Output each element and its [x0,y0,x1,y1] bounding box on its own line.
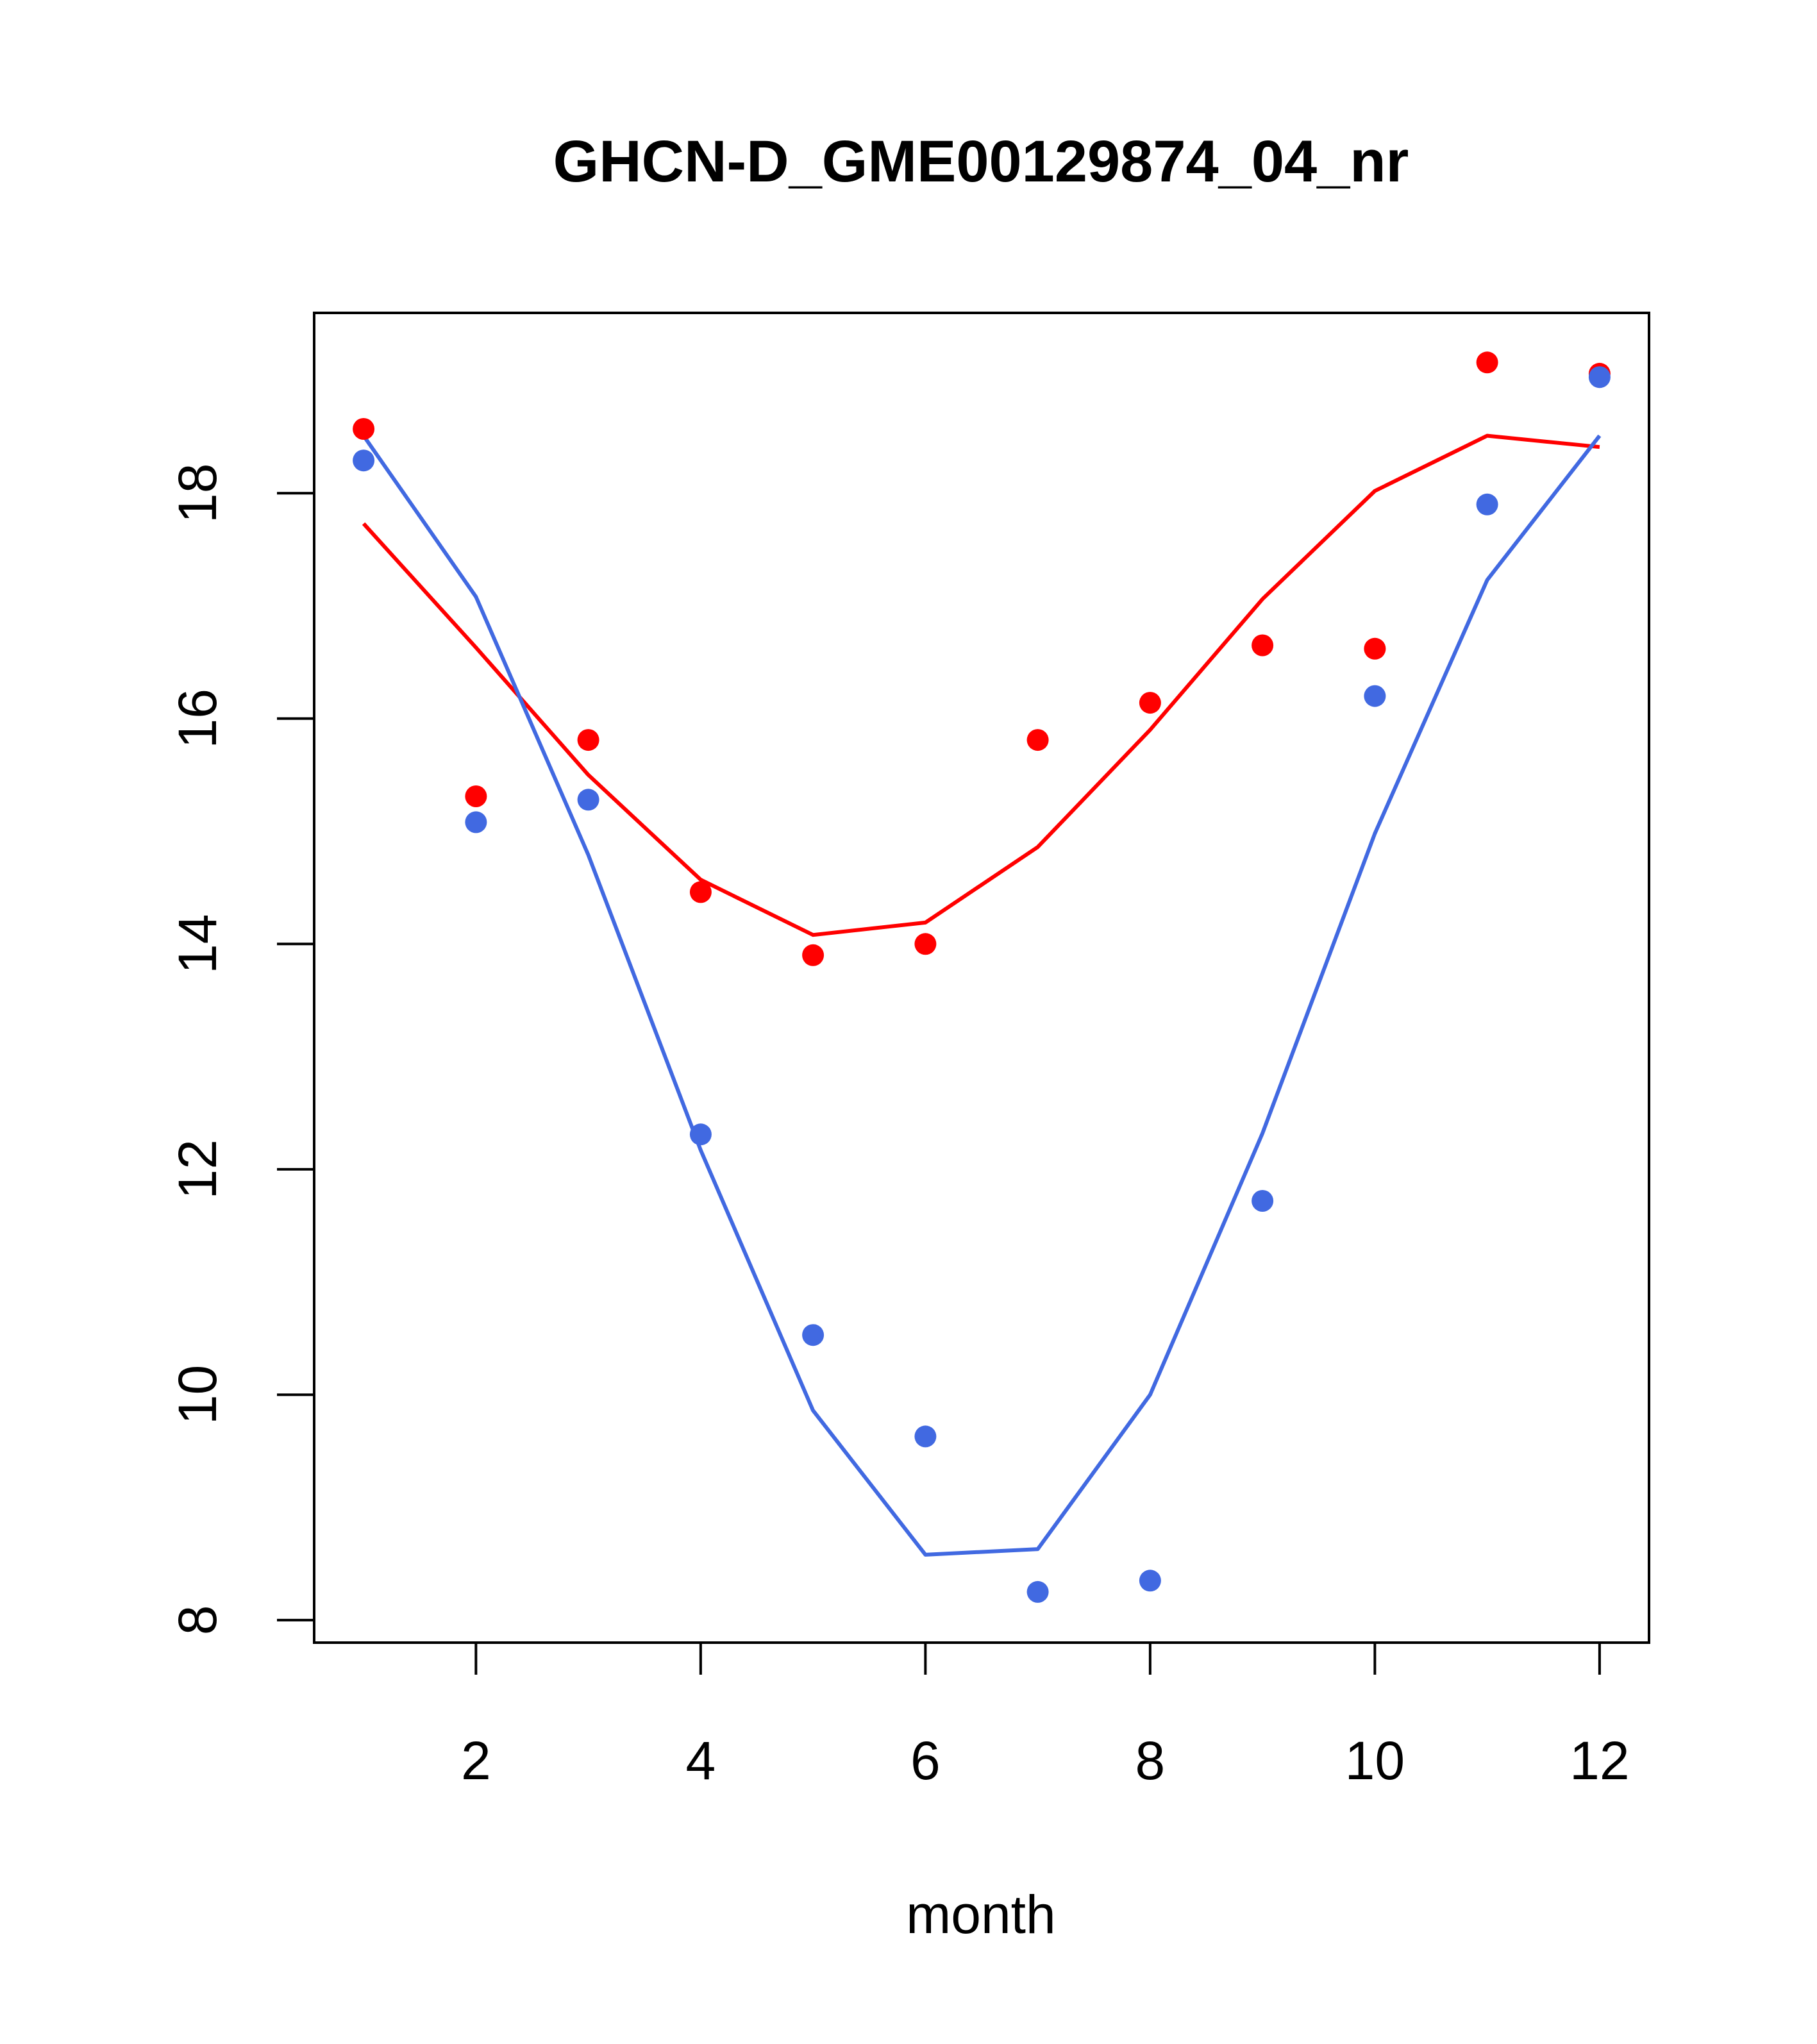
data-point [1476,493,1498,515]
data-point [1252,1190,1274,1212]
data-point [1139,1570,1161,1592]
data-point [1364,685,1386,707]
data-point [802,1324,825,1346]
data-point [689,1123,712,1146]
y-tick-label: 16 [167,689,228,748]
y-tick-label: 18 [167,464,228,523]
data-point [465,811,487,834]
x-tick-label: 8 [1135,1730,1166,1791]
y-tick-label: 10 [167,1365,228,1425]
data-point [914,933,937,955]
series-points [353,351,1611,1603]
y-tick-label: 12 [167,1139,228,1199]
data-point [1026,729,1049,751]
series-line [362,434,1602,1557]
series-lines [362,433,1602,1557]
y-tick-label: 8 [167,1605,228,1635]
data-point [577,729,599,751]
series-line [362,433,1600,937]
x-tick-label: 2 [461,1730,491,1791]
data-point [1364,637,1386,660]
data-point [1252,634,1274,657]
data-point [353,449,375,472]
chart-title: GHCN-D_GME00129874_04_nr [553,129,1409,194]
data-point [914,1425,937,1448]
data-point [1476,351,1498,374]
plot-frame [313,312,1650,1644]
x-axis: 2 4 6 8 10 12 [461,1643,1630,1791]
data-point [1139,692,1161,714]
x-axis-label: month [906,1884,1055,1945]
data-point [802,944,825,966]
data-point [1026,1580,1049,1603]
data-point [577,789,599,811]
x-tick-label: 10 [1345,1730,1405,1791]
y-axis: 8 10 12 14 16 18 [167,464,314,1635]
x-tick-label: 4 [686,1730,716,1791]
data-point [465,785,487,807]
y-tick-label: 14 [167,914,228,974]
x-tick-label: 12 [1570,1730,1629,1791]
data-point [1588,366,1611,389]
data-point [353,418,375,440]
data-point [689,881,712,903]
x-tick-label: 6 [910,1730,941,1791]
